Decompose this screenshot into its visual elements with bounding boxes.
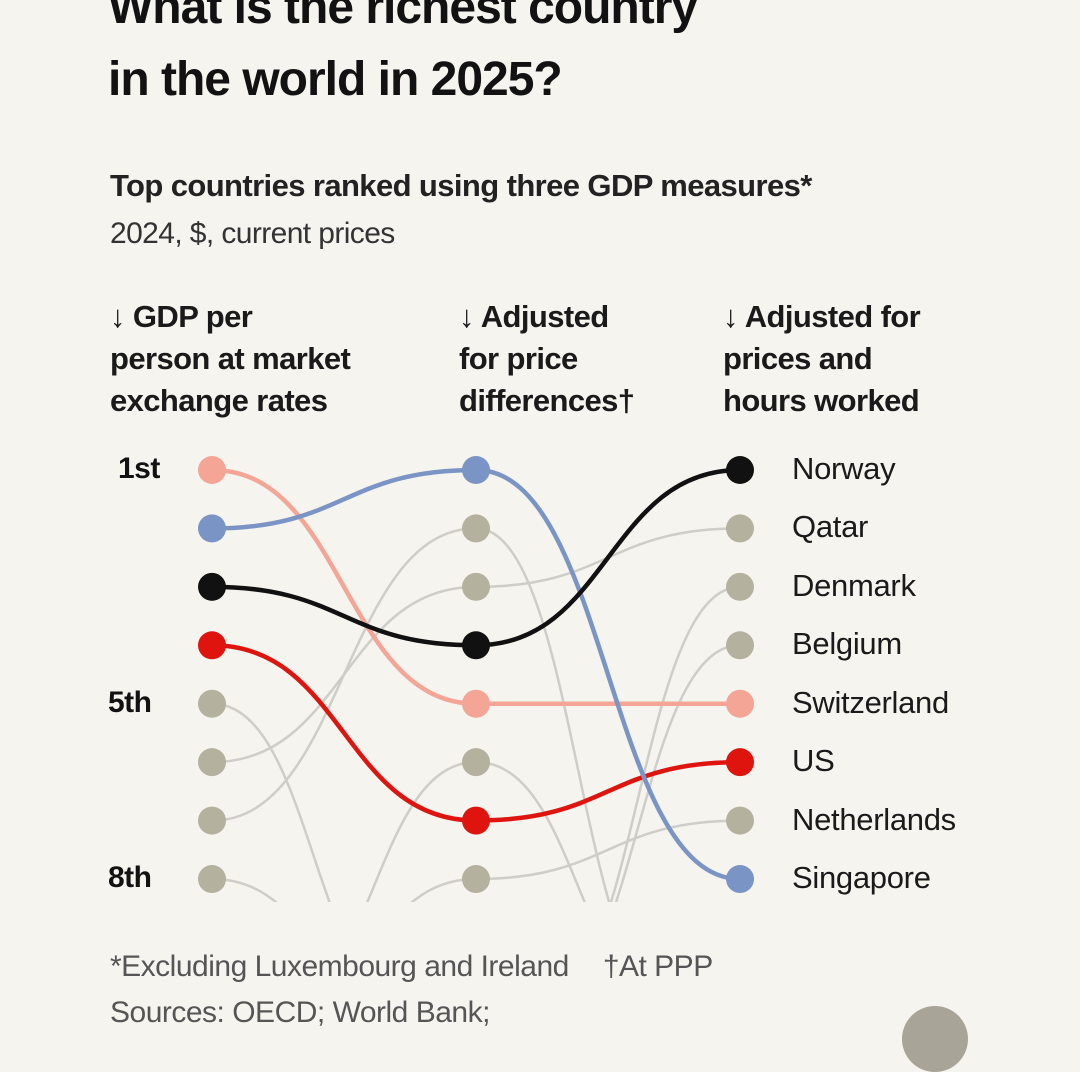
dot-qatar-col1: [198, 748, 226, 777]
country-label-netherlands: Netherlands: [792, 801, 956, 837]
line-us-0: [211, 643, 477, 823]
line-other-0: [366, 760, 477, 902]
dot-us-col3: [726, 748, 754, 777]
line-other-0: [211, 702, 331, 902]
line-norway-0: [211, 584, 477, 648]
unit-line: 2024, $, current prices: [110, 217, 395, 250]
rank-label-8: 8th: [108, 861, 152, 894]
footnote-exclusions: *Excluding Luxembourg and Ireland †At PPP: [110, 950, 713, 984]
rank-label-5: 5th: [108, 685, 152, 719]
chart-title: What is the richest country in the world…: [108, 0, 1008, 116]
dot-other-col2: [462, 514, 490, 543]
dot-us-col1: [198, 631, 226, 660]
dot-switzerland-col3: [726, 689, 754, 718]
country-label-denmark: Denmark: [792, 567, 916, 603]
country-label-switzerland: Switzerland: [792, 684, 949, 720]
dot-other-col2: [462, 748, 490, 777]
line-belgium-1: [614, 644, 741, 902]
line-us-1: [475, 759, 741, 823]
dot-singapore-col2: [462, 456, 490, 484]
dot-belgium-col3: [726, 631, 754, 660]
dot-other-col1: [198, 865, 226, 894]
line-singapore-1: [475, 467, 741, 882]
dot-qatar-col2: [462, 572, 490, 601]
dot-other-col1: [198, 806, 226, 835]
dot-us-col2: [462, 806, 490, 835]
line-other-0: [211, 527, 477, 822]
line-singapore-0: [211, 467, 477, 531]
line-netherlands-0: [410, 877, 477, 902]
dot-netherlands-col2: [462, 865, 490, 894]
dot-norway-col1: [198, 572, 226, 601]
country-label-norway: Norway: [792, 451, 896, 486]
title-line-2: in the world in 2025?: [108, 53, 563, 106]
footnote-2: †At PPP: [602, 950, 713, 983]
dot-denmark-col3: [726, 572, 754, 601]
footnote-1: *Excluding Luxembourg and Ireland: [110, 950, 569, 983]
column-header-market-rates: ↓ GDP per person at market exchange rate…: [110, 299, 351, 418]
economist-logo: [902, 1006, 968, 1072]
dot-other-col1: [198, 689, 226, 718]
dot-norway-col2: [462, 631, 490, 660]
country-label-qatar: Qatar: [792, 509, 869, 545]
line-norway-1: [475, 467, 741, 648]
dot-norway-col3: [726, 456, 754, 484]
dot-singapore-col3: [726, 865, 754, 894]
line-other-0: [211, 877, 278, 902]
dot-netherlands-col3: [726, 806, 754, 835]
country-label-singapore: Singapore: [792, 860, 931, 895]
country-label-belgium: Belgium: [792, 626, 902, 662]
line-other-1: [475, 527, 611, 902]
column-header-price-adjusted: ↓ Adjusted for price differences†: [459, 299, 635, 418]
rank-label-1: 1st: [118, 452, 160, 485]
dot-switzerland-col2: [462, 689, 490, 718]
line-other-1: [475, 760, 586, 902]
line-switzerland-0: [211, 467, 477, 706]
sources: Sources: OECD; World Bank;: [110, 996, 490, 1029]
line-denmark-1: [609, 585, 741, 902]
country-label-us: US: [792, 743, 835, 779]
title-line-1: What is the richest country: [108, 0, 698, 34]
bump-chart: [198, 456, 754, 902]
dot-singapore-col1: [198, 514, 226, 543]
dot-switzerland-col1: [198, 456, 226, 484]
chart-subtitle: Top countries ranked using three GDP mea…: [110, 168, 812, 203]
line-netherlands-1: [475, 819, 741, 881]
column-header-hours-adjusted: ↓ Adjusted for prices and hours worked: [723, 299, 921, 418]
dot-qatar-col3: [726, 514, 754, 543]
